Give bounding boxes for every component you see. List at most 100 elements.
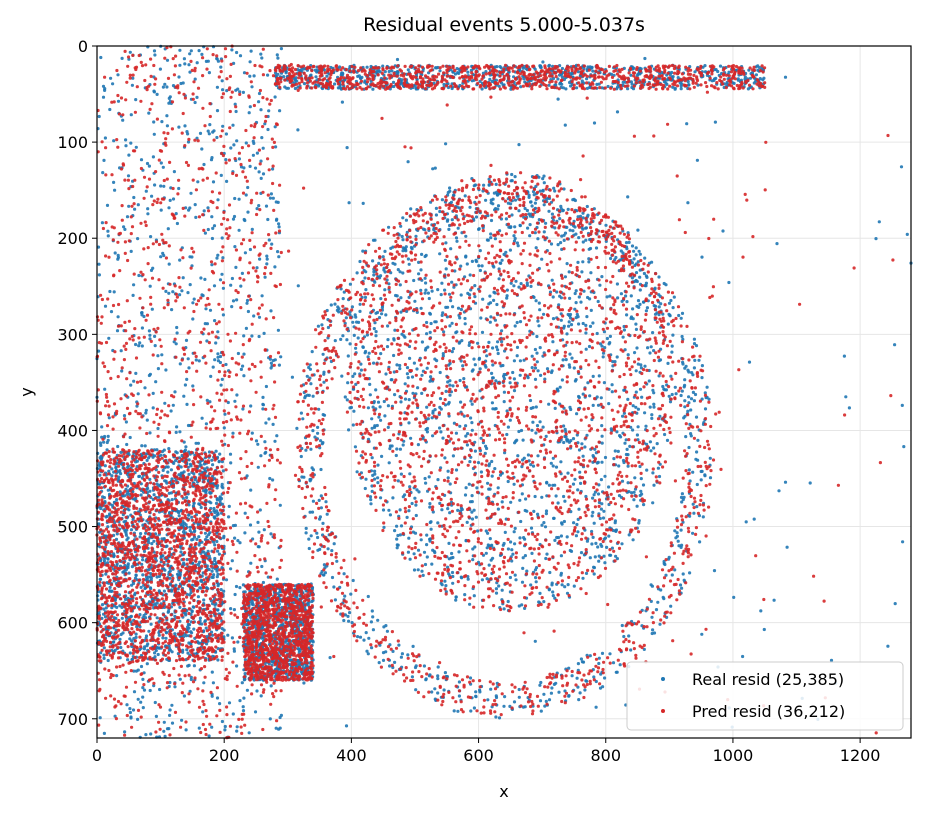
scatter-point: [433, 357, 437, 361]
scatter-point: [148, 688, 152, 693]
scatter-point: [581, 392, 585, 396]
scatter-point: [154, 714, 158, 719]
scatter-point: [371, 473, 375, 477]
scatter-point: [197, 502, 201, 506]
scatter-point: [213, 319, 217, 323]
scatter-point: [216, 658, 220, 662]
scatter-point: [238, 90, 242, 94]
scatter-point: [566, 438, 570, 442]
scatter-point: [262, 331, 266, 335]
scatter-point: [187, 663, 191, 668]
scatter-point: [377, 661, 381, 665]
scatter-point: [642, 503, 646, 507]
scatter-point: [532, 295, 536, 299]
scatter-point: [580, 270, 584, 274]
scatter-point: [183, 62, 187, 66]
scatter-point: [246, 210, 250, 214]
scatter-point: [211, 365, 215, 369]
scatter-point: [124, 597, 128, 602]
scatter-point: [502, 400, 506, 404]
scatter-point: [472, 594, 476, 598]
scatter-point: [203, 531, 207, 535]
scatter-point: [192, 605, 196, 609]
scatter-point: [408, 485, 412, 489]
scatter-point: [224, 362, 228, 367]
scatter-point: [152, 132, 156, 136]
scatter-point: [540, 257, 544, 261]
scatter-point: [400, 234, 404, 239]
scatter-point: [223, 724, 227, 729]
scatter-point: [603, 346, 607, 350]
scatter-point: [547, 483, 552, 487]
scatter-point: [393, 529, 397, 533]
scatter-point: [569, 407, 573, 412]
scatter-point: [464, 434, 468, 438]
scatter-point: [571, 437, 576, 441]
scatter-point: [210, 263, 214, 267]
scatter-point: [178, 619, 182, 623]
scatter-point: [591, 535, 595, 540]
scatter-point: [528, 223, 532, 227]
scatter-point: [483, 451, 487, 455]
scatter-point: [213, 603, 217, 607]
scatter-point: [159, 255, 163, 259]
scatter-point: [522, 358, 526, 362]
scatter-point: [161, 85, 165, 89]
scatter-point: [526, 453, 531, 457]
scatter-point: [447, 227, 451, 231]
scatter-point: [220, 377, 224, 381]
scatter-point: [430, 289, 434, 293]
scatter-point: [543, 525, 548, 529]
scatter-point: [536, 369, 540, 373]
scatter-point: [416, 386, 420, 390]
scatter-point: [398, 283, 402, 287]
scatter-point: [167, 447, 171, 451]
scatter-point: [539, 373, 543, 377]
scatter-point: [403, 397, 408, 401]
scatter-point: [398, 270, 402, 274]
scatter-point: [474, 258, 478, 262]
scatter-point: [388, 513, 392, 517]
scatter-point: [164, 636, 168, 640]
scatter-point: [415, 488, 419, 492]
scatter-point: [145, 161, 150, 166]
scatter-point: [105, 448, 109, 452]
scatter-point: [454, 431, 458, 435]
scatter-point: [673, 385, 677, 389]
scatter-point: [149, 575, 153, 579]
scatter-point: [545, 481, 549, 485]
scatter-point: [575, 522, 579, 527]
scatter-point: [307, 546, 311, 551]
scatter-point: [468, 602, 472, 606]
scatter-point: [433, 550, 437, 555]
scatter-point: [466, 432, 470, 436]
scatter-point: [133, 207, 137, 211]
scatter-point: [271, 167, 275, 171]
scatter-point: [234, 584, 239, 589]
scatter-point: [253, 710, 258, 714]
scatter-point: [637, 305, 641, 309]
scatter-point: [645, 468, 649, 472]
scatter-point: [264, 450, 268, 454]
scatter-point: [146, 212, 150, 216]
scatter-point: [189, 191, 193, 195]
scatter-point: [429, 321, 433, 326]
scatter-point: [212, 515, 216, 519]
scatter-point: [518, 373, 522, 377]
scatter-point: [275, 577, 279, 581]
scatter-point: [165, 124, 169, 128]
scatter-point: [448, 482, 452, 486]
scatter-point: [215, 696, 220, 700]
scatter-point: [664, 388, 669, 392]
scatter-point: [395, 524, 399, 528]
scatter-point: [185, 495, 189, 500]
scatter-point: [246, 309, 250, 314]
scatter-point: [129, 113, 133, 117]
scatter-point: [534, 576, 538, 580]
scatter-point: [262, 528, 266, 532]
scatter-point: [211, 681, 215, 685]
scatter-point: [595, 461, 599, 465]
scatter-point: [511, 552, 515, 556]
scatter-point: [295, 426, 299, 430]
scatter-point: [202, 162, 206, 167]
